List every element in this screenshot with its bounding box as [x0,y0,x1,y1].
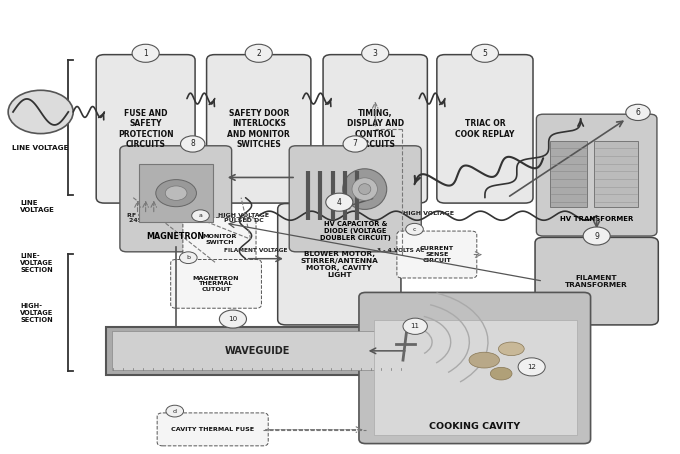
FancyBboxPatch shape [112,331,403,370]
FancyBboxPatch shape [535,237,658,325]
FancyBboxPatch shape [106,327,408,375]
Circle shape [180,136,205,152]
Text: MAGNETRON: MAGNETRON [147,232,205,241]
Circle shape [166,405,184,417]
Circle shape [180,252,197,264]
Text: SAFETY DOOR
INTERLOCKS
AND MONITOR
SWITCHES: SAFETY DOOR INTERLOCKS AND MONITOR SWITC… [227,109,290,149]
Ellipse shape [343,169,387,209]
Text: 6: 6 [636,108,641,117]
Text: 7: 7 [353,139,358,148]
Text: 1: 1 [143,49,148,58]
Text: HIGH VOLTAGE: HIGH VOLTAGE [403,211,454,216]
Text: HIGH-
VOLTAGE
SECTION: HIGH- VOLTAGE SECTION [20,303,54,323]
Text: RF OUTPUT
2450 MHZ: RF OUTPUT 2450 MHZ [126,212,166,223]
Circle shape [165,186,187,200]
Circle shape [518,358,545,376]
Circle shape [626,104,650,120]
Text: 5: 5 [483,49,488,58]
Circle shape [343,136,367,152]
Circle shape [326,193,353,211]
Text: d: d [173,409,177,414]
Ellipse shape [469,352,500,368]
FancyBboxPatch shape [550,141,588,207]
Circle shape [583,227,610,245]
Text: LINE
VOLTAGE: LINE VOLTAGE [20,200,55,213]
FancyBboxPatch shape [139,164,214,222]
FancyBboxPatch shape [594,141,638,207]
Text: TRIAC OR
COOK REPLAY: TRIAC OR COOK REPLAY [455,119,515,138]
Text: LINE-
VOLTAGE
SECTION: LINE- VOLTAGE SECTION [20,253,54,273]
Text: 2: 2 [256,49,261,58]
Circle shape [471,44,498,62]
FancyBboxPatch shape [183,217,256,261]
FancyBboxPatch shape [96,54,195,203]
Circle shape [245,44,272,62]
Text: a: a [199,213,203,218]
Text: BLOWER MOTOR,
STIRRER/ANTENNA
MOTOR, CAVITY
LIGHT: BLOWER MOTOR, STIRRER/ANTENNA MOTOR, CAV… [301,251,378,278]
Text: MONITOR
SWITCH: MONITOR SWITCH [202,234,237,245]
Circle shape [156,180,197,207]
Ellipse shape [490,367,512,380]
Text: FILAMENT VOLTAGE: FILAMENT VOLTAGE [224,248,287,253]
FancyBboxPatch shape [207,54,311,203]
Text: 3 - 4 VOLTS AC: 3 - 4 VOLTS AC [377,248,425,253]
Ellipse shape [352,178,377,200]
Text: WAVEGUIDE: WAVEGUIDE [224,346,290,356]
Circle shape [362,44,389,62]
FancyBboxPatch shape [397,231,477,278]
Text: FILAMENT
TRANSFORMER: FILAMENT TRANSFORMER [565,275,628,288]
Text: MAGNETRON
THERMAL
CUTOUT: MAGNETRON THERMAL CUTOUT [193,276,239,292]
Text: COOKING CAVITY: COOKING CAVITY [429,422,520,431]
Text: HV TRANSFORMER: HV TRANSFORMER [560,217,633,222]
FancyBboxPatch shape [359,292,590,444]
Text: CURRENT
SENSE
CIRCUIT: CURRENT SENSE CIRCUIT [420,246,454,263]
FancyBboxPatch shape [120,146,232,252]
Text: 10: 10 [228,316,237,322]
Circle shape [403,318,427,335]
Text: LINE VOLTAGE: LINE VOLTAGE [12,145,69,151]
Text: 11: 11 [411,323,420,329]
Ellipse shape [358,184,371,194]
Text: 4: 4 [337,197,342,207]
Text: TIMING,
DISPLAY AND
CONTROL
CIRCUITS: TIMING, DISPLAY AND CONTROL CIRCUITS [347,109,404,149]
Text: 3: 3 [373,49,377,58]
FancyBboxPatch shape [374,320,577,434]
Circle shape [132,44,159,62]
FancyBboxPatch shape [277,203,401,325]
Circle shape [220,310,246,328]
Text: HV CAPACITOR &
DIODE (VOLTAGE
DOUBLER CIRCUIT): HV CAPACITOR & DIODE (VOLTAGE DOUBLER CI… [320,221,391,241]
FancyBboxPatch shape [537,114,657,236]
Circle shape [406,223,423,235]
Text: 12: 12 [527,364,536,370]
Text: c: c [413,227,416,232]
FancyBboxPatch shape [323,54,427,203]
Ellipse shape [498,342,524,355]
Circle shape [192,210,209,222]
FancyBboxPatch shape [289,146,422,252]
FancyBboxPatch shape [437,54,533,203]
Text: HIGH VOLTAGE
PULSED DC: HIGH VOLTAGE PULSED DC [218,212,269,223]
Text: 9: 9 [594,232,599,241]
Text: CAVITY THERMAL FUSE: CAVITY THERMAL FUSE [171,427,254,432]
Text: b: b [186,255,190,260]
Circle shape [8,90,73,133]
Text: 8: 8 [190,139,195,148]
FancyBboxPatch shape [157,413,268,446]
Text: FUSE AND
SAFETY
PROTECTION
CIRCUITS: FUSE AND SAFETY PROTECTION CIRCUITS [118,109,173,149]
FancyBboxPatch shape [171,260,261,308]
